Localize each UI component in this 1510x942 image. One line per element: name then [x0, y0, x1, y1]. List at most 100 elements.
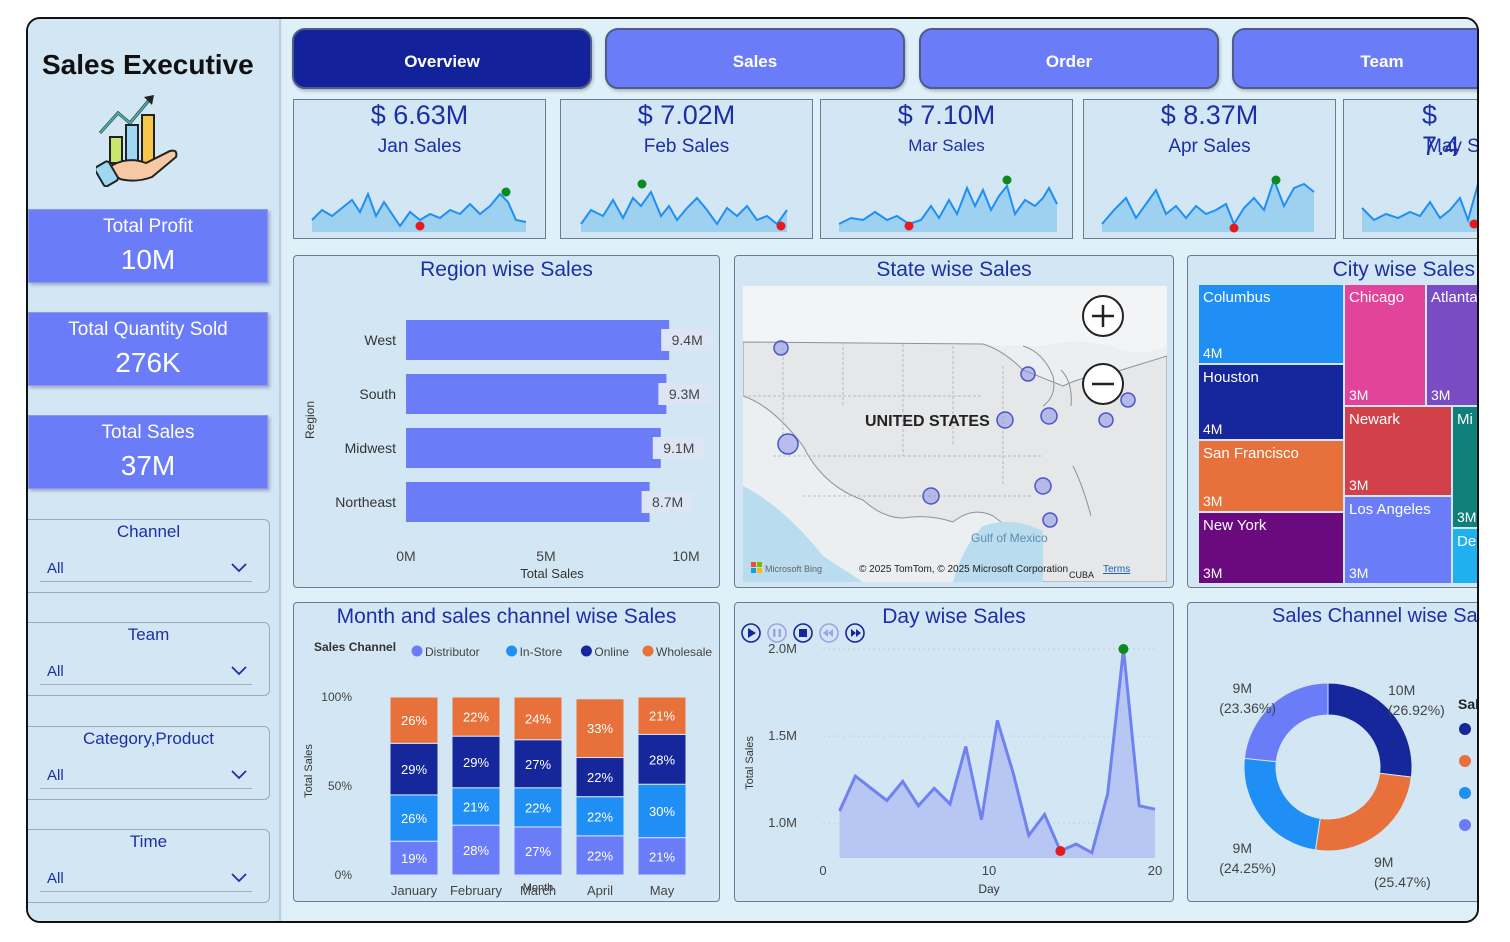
y-axis-label: Region [303, 401, 317, 439]
max-marker [1271, 175, 1281, 185]
segment-label: 29% [463, 755, 489, 770]
play-icon[interactable] [741, 623, 761, 643]
legend-marker [411, 645, 423, 657]
treemap-cell-de[interactable]: De [1452, 528, 1477, 584]
city-name: Chicago [1349, 289, 1405, 306]
channel-dropdown[interactable]: All [40, 556, 252, 582]
region-data-label: 8.7M [652, 494, 683, 510]
chevron-down-icon [231, 563, 247, 573]
y-tick-label: 1.5M [768, 728, 797, 743]
playback-controls [741, 623, 865, 643]
donut-slice [1243, 682, 1329, 763]
panel-title: Month and sales channel wise Sales [336, 605, 677, 628]
city-name: Columbus [1203, 289, 1271, 306]
slice-value-label: 9M [1233, 680, 1252, 696]
max-marker [501, 187, 511, 197]
month-category-label: January [391, 883, 438, 898]
treemap-cell-chicago[interactable]: Chicago 3M [1344, 284, 1426, 406]
treemap-cell-new-york[interactable]: New York 3M [1198, 512, 1344, 584]
pause-icon[interactable] [767, 623, 787, 643]
slicer-channel: Channel All [28, 519, 270, 593]
max-marker [1118, 644, 1129, 654]
previous-icon[interactable] [819, 623, 839, 643]
city-value: 3M [1349, 387, 1369, 403]
dropdown-value: All [47, 870, 64, 887]
us-map[interactable]: UNITED STATES Gulf of Mexico CUBA Micros… [743, 286, 1167, 582]
month-sales-value: $ 7.10M [897, 100, 996, 130]
slicer-title: Time [129, 832, 168, 851]
month-sales-value: $ 7.4 [1422, 100, 1460, 161]
stacked-bar-segment [451, 787, 501, 826]
legend-title: Sal [1458, 696, 1479, 712]
month-card-jan: $ 6.63M Jan Sales [293, 99, 546, 239]
city-value: 3M [1203, 565, 1223, 581]
time-dropdown[interactable]: All [40, 866, 252, 892]
x-tick-label: 0 [819, 863, 826, 878]
state-sales-panel: State wise Sales [734, 255, 1174, 588]
kpi-total-quantity-sold: Total Quantity Sold 276K [28, 312, 268, 386]
month-channel-panel: Month and sales channel wise Sales Sales… [293, 602, 720, 902]
dropdown-value: All [47, 560, 64, 577]
stop-icon[interactable] [793, 623, 813, 643]
stacked-bar-segment [575, 835, 625, 876]
y-tick-label: 50% [328, 779, 352, 793]
y-tick-label: 2.0M [768, 641, 797, 656]
kpi-label: Total Sales [101, 422, 195, 443]
legend-marker [642, 645, 654, 657]
tab-sales[interactable]: Sales [605, 28, 905, 89]
treemap-cell-newark[interactable]: Newark 3M [1344, 406, 1452, 496]
max-marker [1002, 175, 1012, 185]
y-axis-label: Total Sales [303, 744, 315, 798]
segment-label: 28% [649, 752, 675, 767]
app-title: Sales Executive [42, 49, 254, 80]
x-tick-label: 5M [536, 548, 555, 564]
data-label-bg [658, 383, 711, 405]
month-sparkline [838, 175, 1058, 232]
tab-team[interactable]: Team [1232, 28, 1477, 89]
next-icon[interactable] [845, 623, 865, 643]
city-sales-panel: City wise Sales Columbus 4M Houston 4M San… [1187, 255, 1477, 588]
team-dropdown[interactable]: All [40, 659, 252, 685]
treemap-cell-san-francisco[interactable]: San Francisco 3M [1198, 440, 1344, 512]
kpi-total-sales: Total Sales 37M [28, 415, 268, 489]
legend-label: In-Store [520, 645, 563, 659]
zoom-out-button[interactable] [1082, 363, 1124, 405]
treemap-cell-columbus[interactable]: Columbus 4M [1198, 284, 1344, 364]
map-terms-link[interactable]: Terms [1103, 564, 1130, 575]
region-bar-chart: Region Total Sales West 9.4M South 9.3M Midw… [303, 320, 714, 581]
segment-label: 24% [525, 711, 551, 726]
min-marker [904, 221, 914, 231]
legend-label: Online [594, 645, 629, 659]
zoom-in-button[interactable] [1082, 295, 1124, 337]
tab-order[interactable]: Order [919, 28, 1219, 89]
treemap-cell-atlanta[interactable]: Atlanta 3M [1426, 284, 1477, 406]
month-category-label: February [450, 883, 503, 898]
y-tick-label: 0% [335, 868, 353, 882]
sidebar: Sales Executive Total Profit 10M Total Q… [28, 19, 281, 921]
stacked-bar-segment [513, 739, 563, 789]
x-tick-label: 0M [396, 548, 415, 564]
state-bubble [1040, 407, 1058, 425]
y-tick-label: 100% [321, 690, 352, 704]
tab-overview[interactable]: Overview [292, 28, 592, 89]
panel-title: Sales Channel wise Sa [1272, 605, 1478, 627]
legend-dot [1459, 819, 1471, 831]
treemap-cell-houston[interactable]: Houston 4M [1198, 364, 1344, 440]
category-product-dropdown[interactable]: All [40, 763, 252, 789]
min-marker [1055, 846, 1066, 857]
data-label-bg [661, 329, 714, 351]
area-fill [839, 649, 1155, 858]
kpi-value: 10M [120, 244, 176, 275]
legend-dot [1459, 723, 1471, 735]
legend-label: Wholesale [656, 645, 712, 659]
state-bubble [1042, 512, 1058, 528]
treemap-cell-los-angeles[interactable]: Los Angeles 3M [1344, 496, 1452, 584]
state-bubble [1098, 412, 1114, 428]
state-bubble [922, 487, 940, 505]
legend-marker [580, 645, 592, 657]
kpi-label: Total Profit [103, 216, 193, 237]
treemap-cell-mi[interactable]: Mi 3M [1452, 406, 1477, 528]
month-sparkline [1361, 183, 1477, 232]
month-category-label: April [587, 883, 613, 898]
segment-label: 19% [401, 851, 427, 866]
